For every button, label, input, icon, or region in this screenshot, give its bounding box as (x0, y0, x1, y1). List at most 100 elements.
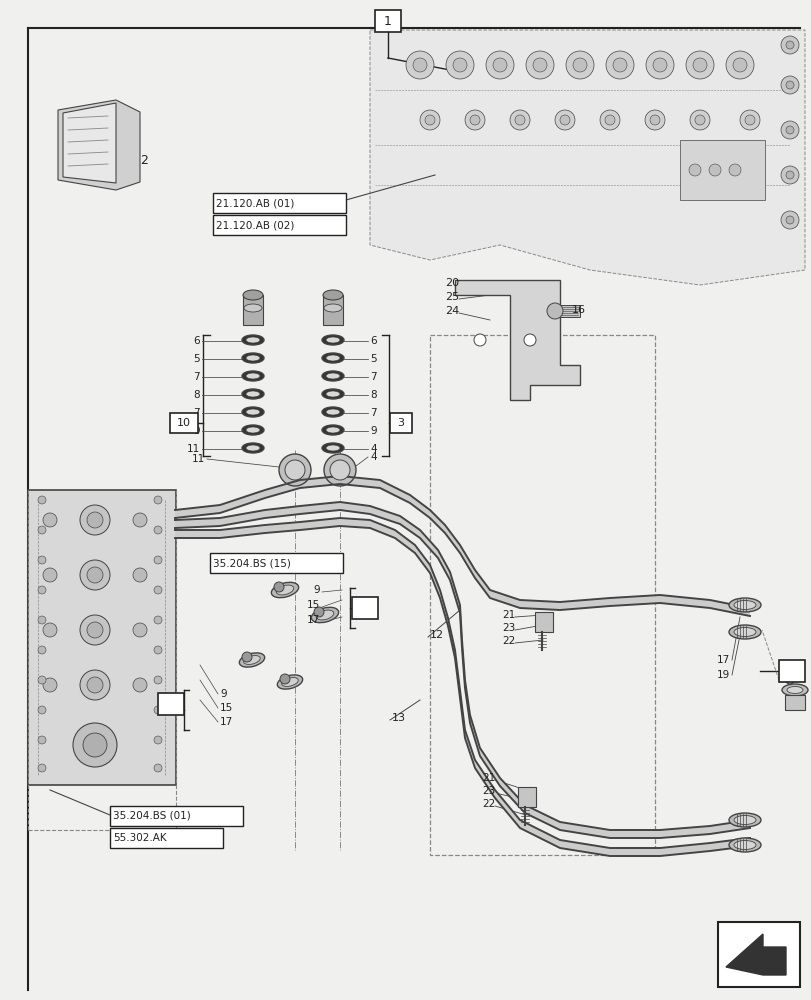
Circle shape (242, 652, 251, 662)
Text: 17: 17 (307, 615, 320, 625)
Circle shape (87, 567, 103, 583)
Polygon shape (440, 590, 448, 626)
Ellipse shape (315, 610, 333, 620)
Polygon shape (470, 715, 479, 756)
Polygon shape (448, 618, 454, 658)
Ellipse shape (323, 290, 342, 300)
Polygon shape (659, 826, 709, 838)
Ellipse shape (246, 409, 260, 415)
Text: 35.204.BS (15): 35.204.BS (15) (212, 558, 290, 568)
Circle shape (492, 58, 506, 72)
Ellipse shape (733, 628, 755, 637)
Circle shape (604, 115, 614, 125)
Polygon shape (430, 565, 440, 598)
Text: 7: 7 (370, 372, 376, 382)
Text: 14: 14 (358, 603, 371, 613)
Polygon shape (474, 760, 495, 798)
Circle shape (329, 460, 350, 480)
Circle shape (689, 164, 700, 176)
Circle shape (644, 110, 664, 130)
Polygon shape (709, 820, 749, 834)
Polygon shape (709, 838, 749, 851)
Polygon shape (460, 690, 465, 738)
Polygon shape (479, 748, 500, 786)
Bar (389, 413, 411, 433)
Ellipse shape (728, 598, 760, 612)
Text: 2: 2 (139, 154, 148, 167)
Circle shape (694, 115, 704, 125)
Ellipse shape (239, 653, 264, 667)
Polygon shape (609, 830, 659, 838)
Polygon shape (449, 572, 460, 613)
Ellipse shape (242, 425, 264, 435)
Circle shape (154, 496, 162, 504)
Ellipse shape (324, 304, 341, 312)
Ellipse shape (786, 686, 802, 694)
Ellipse shape (276, 585, 294, 595)
Circle shape (133, 623, 147, 637)
Polygon shape (609, 595, 659, 606)
Bar (517, 787, 535, 807)
Ellipse shape (325, 373, 340, 379)
Ellipse shape (242, 371, 264, 381)
Text: 22: 22 (482, 799, 495, 809)
Polygon shape (454, 650, 460, 698)
Circle shape (38, 646, 46, 654)
Text: 25: 25 (444, 292, 458, 302)
Ellipse shape (242, 353, 264, 363)
Text: 20: 20 (444, 278, 458, 288)
Circle shape (73, 723, 117, 767)
Circle shape (154, 736, 162, 744)
Ellipse shape (281, 678, 298, 686)
Polygon shape (414, 545, 430, 573)
Circle shape (470, 115, 479, 125)
Polygon shape (299, 502, 340, 514)
Circle shape (453, 58, 466, 72)
Text: 21: 21 (501, 610, 515, 620)
Circle shape (273, 582, 284, 592)
Text: 18: 18 (784, 666, 798, 676)
Polygon shape (460, 605, 461, 648)
Circle shape (154, 706, 162, 714)
Polygon shape (175, 505, 220, 518)
Ellipse shape (246, 373, 260, 379)
Circle shape (708, 164, 720, 176)
Ellipse shape (246, 355, 260, 361)
Text: 21.120.AB (01): 21.120.AB (01) (216, 198, 294, 208)
Text: 8: 8 (193, 390, 200, 400)
Ellipse shape (325, 427, 340, 433)
Polygon shape (500, 778, 525, 813)
Polygon shape (444, 525, 460, 553)
Ellipse shape (277, 675, 303, 689)
Circle shape (445, 51, 474, 79)
Ellipse shape (322, 443, 344, 453)
Circle shape (652, 58, 666, 72)
Circle shape (406, 51, 433, 79)
Ellipse shape (242, 443, 264, 453)
Circle shape (324, 454, 355, 486)
Circle shape (732, 58, 746, 72)
Circle shape (424, 115, 435, 125)
Bar (323, 295, 342, 325)
Text: 16: 16 (571, 305, 586, 315)
Circle shape (599, 110, 620, 130)
Circle shape (532, 58, 547, 72)
Polygon shape (370, 520, 394, 538)
Ellipse shape (728, 813, 760, 827)
Polygon shape (725, 934, 785, 975)
Polygon shape (489, 590, 519, 608)
Circle shape (38, 676, 46, 684)
Ellipse shape (246, 337, 260, 343)
Circle shape (728, 164, 740, 176)
Text: 5: 5 (370, 354, 376, 364)
Ellipse shape (733, 815, 755, 824)
Polygon shape (370, 506, 400, 524)
Polygon shape (340, 502, 370, 514)
Circle shape (154, 616, 162, 624)
Polygon shape (175, 518, 220, 528)
Ellipse shape (322, 335, 344, 345)
Bar (212, 193, 345, 213)
Polygon shape (340, 476, 380, 488)
Polygon shape (400, 516, 419, 538)
Ellipse shape (322, 389, 344, 399)
